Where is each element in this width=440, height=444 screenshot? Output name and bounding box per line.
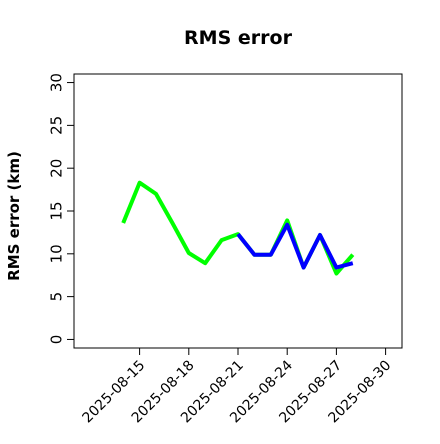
chart-title: RMS error: [184, 27, 293, 49]
plot-frame: [73, 73, 403, 349]
y-tick-label: 10: [47, 244, 65, 263]
y-tick-label: 20: [47, 159, 65, 178]
x-axis: 2025-08-152025-08-182025-08-212025-08-24…: [80, 347, 394, 426]
y-axis: 0 5 10 15 20 25 30: [47, 73, 75, 345]
y-tick-label: 30: [47, 73, 65, 92]
y-tick-label: 0: [47, 335, 65, 345]
y-tick-label: 25: [47, 116, 65, 135]
series-line-1: [121, 180, 355, 276]
y-axis-label: RMS error (km): [5, 151, 23, 281]
series-line-2: [236, 222, 354, 270]
series-layer: [121, 180, 355, 276]
y-tick-label: 15: [47, 201, 65, 220]
y-tick-label: 5: [47, 292, 65, 302]
